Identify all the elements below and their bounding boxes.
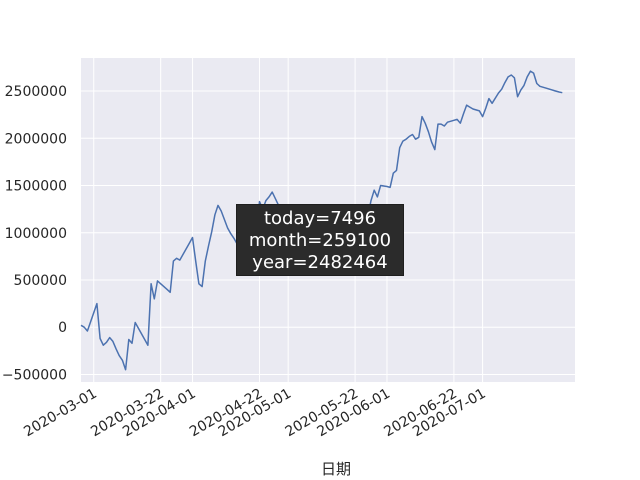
x-tick-label: 2020-03-01: [21, 386, 99, 441]
y-gridlines: [81, 90, 575, 375]
y-tick-label: 2500000: [5, 84, 67, 100]
today-stat: today=7496: [263, 208, 377, 229]
month-stat: month=259100: [248, 230, 392, 251]
y-tick-label: 500000: [14, 273, 67, 289]
y-tick-label: 1500000: [5, 179, 67, 195]
x-axis-label: 日期: [321, 460, 351, 478]
stats-annotation-box: today=7496 month=259100 year=2482464: [236, 204, 404, 276]
y-tick-label: −500000: [2, 367, 67, 383]
y-tick-labels: −500000 0 500000 1000000 1500000 2000000 25000…: [2, 84, 67, 383]
y-tick-label: 2000000: [5, 131, 67, 147]
year-stat: year=2482464: [252, 252, 388, 273]
y-tick-label: 1000000: [5, 226, 67, 242]
y-tick-label: 0: [58, 320, 67, 336]
x-tick-labels: 2020-03-012020-03-222020-04-012020-04-22…: [21, 386, 488, 441]
